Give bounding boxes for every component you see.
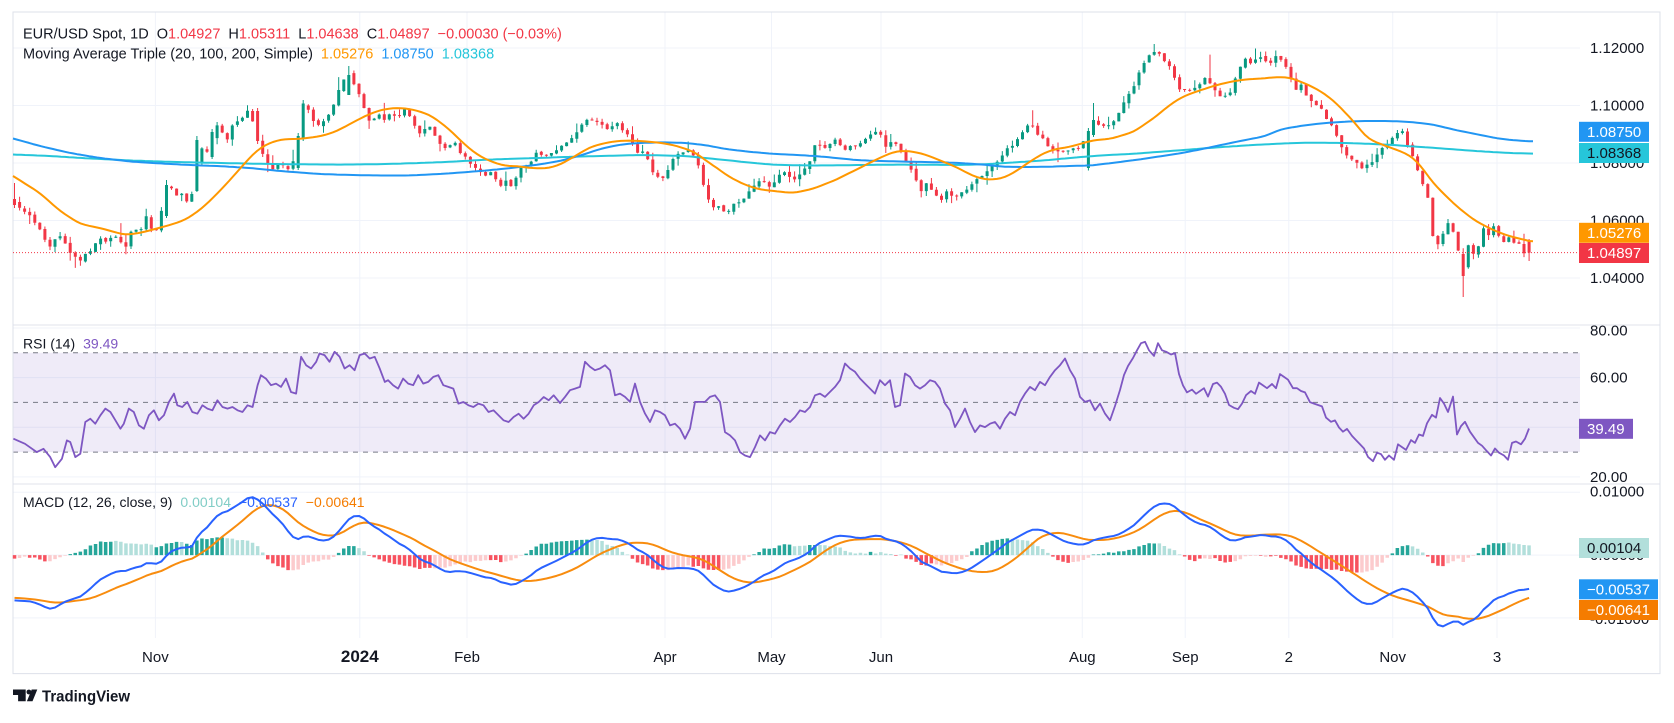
svg-text:1.04000: 1.04000 [1590, 270, 1644, 287]
svg-text:MACD (12, 26, close, 9)0.00104: MACD (12, 26, close, 9) 0.00104 −0.00537 −0… [23, 494, 365, 510]
svg-text:20.00: 20.00 [1590, 469, 1628, 486]
svg-text:RSI (14)39.49: RSI (14) 39.49 [23, 336, 118, 352]
svg-text:Aug: Aug [1069, 649, 1096, 666]
svg-text:80.00: 80.00 [1590, 323, 1628, 340]
svg-text:1.08750: 1.08750 [1587, 124, 1641, 141]
svg-text:Moving Average Triple (20, 100: Moving Average Triple (20, 100, 200, Sim… [23, 47, 494, 63]
svg-text:2: 2 [1285, 649, 1293, 666]
svg-text:−0.00537: −0.00537 [1587, 581, 1650, 598]
svg-text:Nov: Nov [1379, 649, 1406, 666]
svg-text:Nov: Nov [142, 649, 169, 666]
svg-text:1.04897: 1.04897 [1587, 245, 1641, 262]
svg-text:3: 3 [1493, 649, 1501, 666]
svg-text:Jun: Jun [869, 649, 893, 666]
svg-text:1.08368: 1.08368 [1587, 145, 1641, 162]
svg-text:Feb: Feb [454, 649, 480, 666]
svg-text:39.49: 39.49 [1587, 421, 1625, 438]
svg-text:Sep: Sep [1172, 649, 1199, 666]
svg-text:60.00: 60.00 [1590, 370, 1628, 387]
svg-text:−0.00641: −0.00641 [1587, 602, 1650, 619]
svg-text:2024: 2024 [341, 647, 379, 666]
svg-text:1.05276: 1.05276 [1587, 225, 1641, 242]
svg-text:May: May [757, 649, 786, 666]
svg-text:0.01000: 0.01000 [1590, 483, 1644, 500]
svg-text:1.12000: 1.12000 [1590, 40, 1644, 57]
svg-text:TradingView: TradingView [42, 689, 131, 706]
svg-text:Apr: Apr [653, 649, 676, 666]
svg-text:0.00104: 0.00104 [1587, 540, 1641, 557]
svg-text:1.10000: 1.10000 [1590, 98, 1644, 115]
